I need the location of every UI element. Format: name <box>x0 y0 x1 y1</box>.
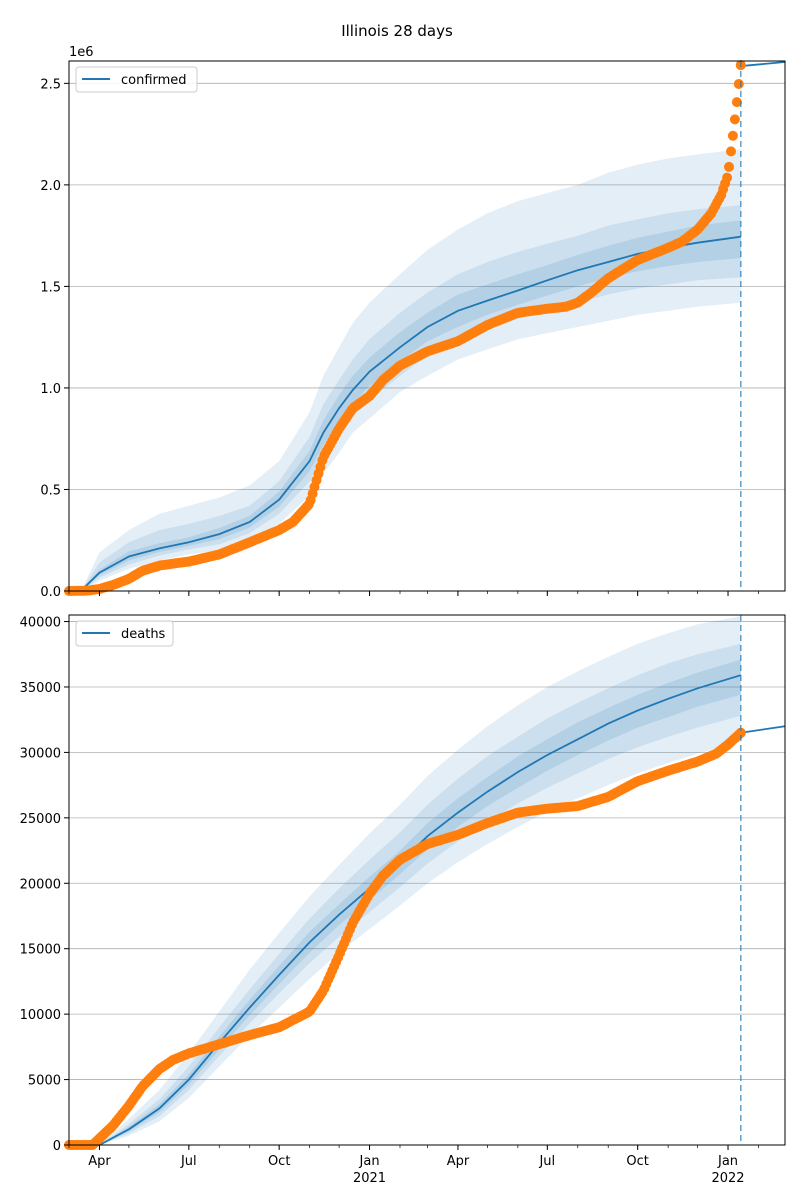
y-tick-label: 0 <box>53 1139 61 1154</box>
deaths-panel: 0 5000 10000 15000 20000 25000 30000 35000 40000… <box>20 614 786 1186</box>
x-tick-year-label: 2021 <box>353 1171 386 1186</box>
projection-line <box>740 61 786 67</box>
x-tick-label: Jul <box>180 1154 197 1169</box>
deaths-y-ticks: 0 5000 10000 15000 20000 25000 30000 35000 40000 <box>20 616 69 1154</box>
x-tick-label: Oct <box>268 1154 290 1169</box>
confirmed-y-offset-label: 1e6 <box>69 45 94 60</box>
x-tick-label: Jan <box>359 1154 380 1169</box>
deaths-grid <box>69 621 785 1146</box>
y-tick-label: 2.5 <box>40 77 61 92</box>
y-tick-label: 1.0 <box>40 382 61 397</box>
confirmed-bands <box>69 149 741 592</box>
deaths-x-ticks: Apr Jul Oct Jan 2021 Apr Jul Oct Jan 2022 <box>68 1145 759 1186</box>
y-tick-label: 0.5 <box>40 483 61 498</box>
y-tick-label: 20000 <box>20 877 61 892</box>
confirmed-legend: confirmed <box>75 66 198 93</box>
deaths-observed <box>64 727 746 1150</box>
x-tick-label: Jul <box>538 1154 555 1169</box>
figure-title: Illinois 28 days <box>341 22 453 40</box>
confirmed-observed <box>64 60 746 596</box>
confirmed-axes-frame <box>68 60 786 592</box>
confirmed-model <box>68 61 786 592</box>
confirmed-x-ticks <box>68 591 759 596</box>
x-tick-year-label: 2022 <box>711 1171 744 1186</box>
x-tick-label: Jan <box>717 1154 738 1169</box>
y-tick-label: 5000 <box>28 1074 61 1089</box>
y-tick-label: 15000 <box>20 943 61 958</box>
x-tick-label: Apr <box>447 1154 470 1169</box>
confidence-band <box>69 643 741 1145</box>
y-tick-label: 30000 <box>20 746 61 761</box>
projection-line <box>740 725 786 734</box>
observed-point <box>724 161 734 172</box>
deaths-legend: deaths <box>75 620 174 647</box>
observed-point <box>727 130 738 141</box>
legend-box <box>75 66 198 93</box>
y-tick-label: 1.5 <box>40 280 61 295</box>
model-median-line <box>68 235 741 592</box>
observed-point <box>726 146 736 157</box>
y-tick-label: 2.0 <box>40 179 61 194</box>
observed-point <box>729 114 740 125</box>
y-tick-label: 10000 <box>20 1008 61 1023</box>
legend-label-confirmed: confirmed <box>121 73 187 88</box>
x-tick-label: Apr <box>88 1154 111 1169</box>
observed-point <box>735 727 746 738</box>
confirmed-y-ticks: 0.0 0.5 1.0 1.5 2.0 2.5 <box>40 77 69 600</box>
observed-point <box>722 172 733 183</box>
observed-point <box>733 79 744 89</box>
y-tick-label: 0.0 <box>40 585 61 600</box>
y-tick-label: 25000 <box>20 812 61 827</box>
y-tick-label: 35000 <box>20 681 61 696</box>
confidence-band <box>69 149 741 592</box>
confirmed-panel: 0.0 0.5 1.0 1.5 2.0 2.5 1e6 confirmed <box>40 45 786 600</box>
y-tick-label: 40000 <box>20 616 61 631</box>
deaths-axes-frame <box>68 614 786 1146</box>
legend-box <box>75 620 174 647</box>
legend-label-deaths: deaths <box>121 627 166 642</box>
x-tick-label: Oct <box>626 1154 648 1169</box>
confidence-band <box>69 616 741 1145</box>
observed-point <box>731 97 742 108</box>
